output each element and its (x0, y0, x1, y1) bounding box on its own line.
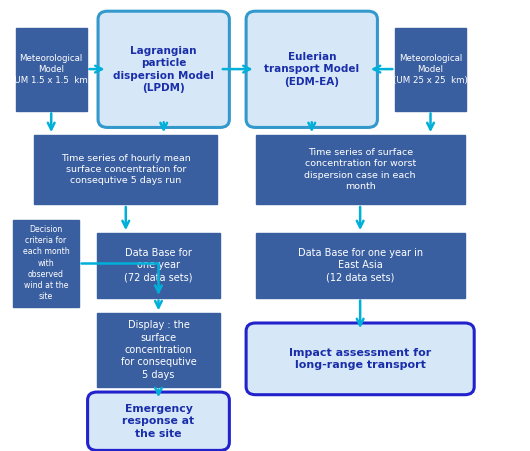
FancyBboxPatch shape (34, 135, 217, 204)
Text: Data Base for
one year
(72 data sets): Data Base for one year (72 data sets) (124, 248, 193, 283)
Text: Impact assessment for
long-range transport: Impact assessment for long-range transpo… (289, 348, 431, 370)
FancyBboxPatch shape (246, 323, 474, 395)
Text: Eulerian
transport Model
(EDM-EA): Eulerian transport Model (EDM-EA) (264, 52, 359, 87)
Text: Emergency
response at
the site: Emergency response at the site (122, 404, 195, 439)
FancyBboxPatch shape (13, 220, 78, 307)
Text: Data Base for one year in
East Asia
(12 data sets): Data Base for one year in East Asia (12 … (297, 248, 423, 283)
FancyBboxPatch shape (255, 233, 465, 298)
FancyBboxPatch shape (255, 135, 465, 204)
Text: Meteorological
Model
(UM 1.5 x 1.5  km): Meteorological Model (UM 1.5 x 1.5 km) (11, 54, 91, 85)
FancyBboxPatch shape (16, 28, 86, 110)
FancyBboxPatch shape (395, 28, 466, 110)
Text: Decision
criteria for
each month
with
observed
wind at the
site: Decision criteria for each month with ob… (23, 226, 69, 301)
FancyBboxPatch shape (97, 313, 220, 387)
Text: Lagrangian
particle
dispersion Model
(LPDM): Lagrangian particle dispersion Model (LP… (113, 46, 214, 93)
FancyBboxPatch shape (87, 392, 229, 451)
Text: Time series of hourly mean
surface concentration for
consequtive 5 days run: Time series of hourly mean surface conce… (61, 154, 191, 185)
FancyBboxPatch shape (246, 11, 377, 128)
Text: Meteorological
Model
(UM 25 x 25  km): Meteorological Model (UM 25 x 25 km) (393, 54, 468, 85)
Text: Time series of surface
concentration for worst
dispersion case in each
month: Time series of surface concentration for… (304, 148, 416, 191)
FancyBboxPatch shape (97, 233, 220, 298)
FancyBboxPatch shape (98, 11, 229, 128)
Text: Display : the
surface
concentration
for consequtive
5 days: Display : the surface concentration for … (121, 320, 196, 380)
